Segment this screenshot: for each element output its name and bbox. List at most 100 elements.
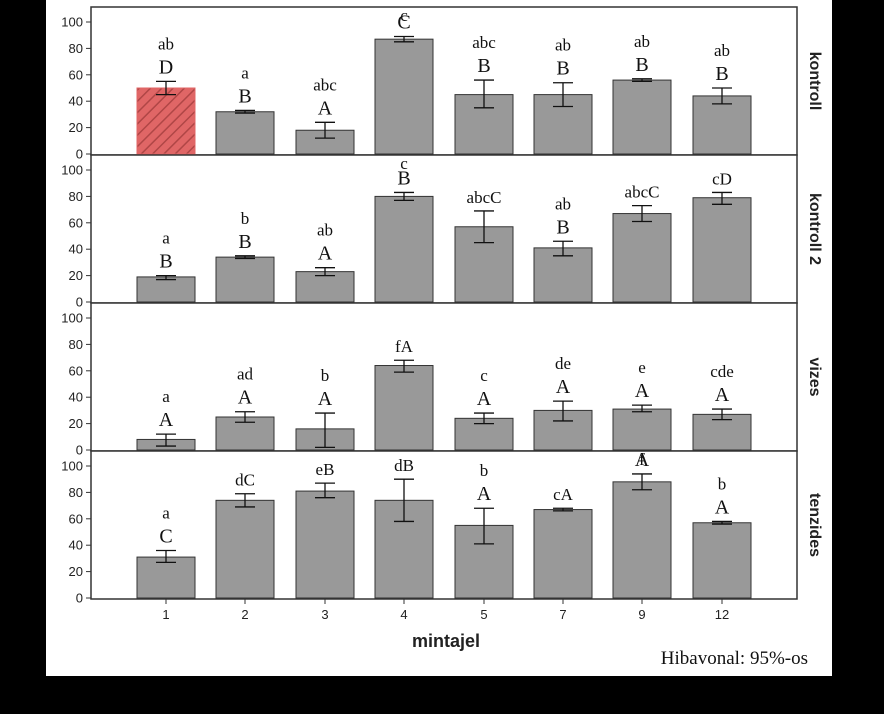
significance-letter-lower: a — [162, 229, 170, 248]
bar — [295, 490, 355, 599]
significance-letter-lower: cde — [710, 362, 734, 381]
significance-letter-lower: f — [639, 450, 645, 469]
significance-letter-lower: cD — [712, 169, 732, 188]
significance-letter-upper: A — [318, 97, 333, 119]
significance-letter-upper: A — [556, 376, 571, 398]
significance-letter-upper: A — [477, 483, 492, 505]
x-tick-label: 12 — [715, 607, 729, 622]
bar — [215, 499, 275, 599]
y-tick-label: 100 — [61, 311, 83, 326]
significance-letter-lower: ab — [317, 221, 333, 240]
significance-letter-lower: a — [162, 387, 170, 406]
bar — [692, 522, 752, 599]
significance-letter-upper: B — [238, 231, 251, 253]
significance-letter-lower: dB — [394, 456, 414, 475]
bar — [215, 256, 275, 303]
bar — [533, 509, 593, 599]
y-tick-label: 40 — [69, 538, 83, 553]
y-tick-label: 100 — [61, 15, 83, 30]
x-tick-label: 9 — [638, 607, 645, 622]
significance-letter-upper: B — [635, 54, 648, 76]
significance-letter-lower: e — [638, 358, 646, 377]
x-tick-label: 7 — [559, 607, 566, 622]
significance-letter-lower: abcC — [625, 183, 660, 202]
bar — [215, 111, 275, 155]
significance-letter-upper: A — [159, 409, 174, 431]
significance-letter-lower: b — [241, 209, 250, 228]
significance-letter-lower: b — [718, 474, 727, 493]
significance-letter-lower: dC — [235, 471, 255, 490]
y-tick-label: 80 — [69, 41, 83, 56]
significance-letter-upper: A — [318, 388, 333, 410]
panel-frame — [90, 154, 798, 304]
y-tick-label: 60 — [69, 363, 83, 378]
significance-letter-upper: A — [715, 496, 730, 518]
y-tick-label: 60 — [69, 215, 83, 230]
bar — [136, 276, 196, 303]
y-tick-label: 60 — [69, 511, 83, 526]
significance-letter-lower: abc — [313, 75, 337, 94]
bar — [374, 38, 434, 155]
panel-label: kontroll — [806, 52, 823, 111]
significance-letter-upper: D — [159, 56, 173, 78]
bar — [295, 271, 355, 303]
significance-letter-lower: ab — [714, 41, 730, 60]
significance-letter-lower: abcC — [467, 188, 502, 207]
bar — [374, 195, 434, 303]
bar — [692, 413, 752, 451]
significance-letter-upper: A — [318, 243, 333, 265]
significance-letter-lower: ab — [158, 34, 174, 53]
significance-letter-lower: ab — [555, 36, 571, 55]
y-tick-label: 80 — [69, 485, 83, 500]
significance-letter-lower: b — [321, 366, 330, 385]
bar — [612, 79, 672, 155]
significance-letter-lower: ab — [634, 32, 650, 51]
significance-letter-lower: abc — [472, 33, 496, 52]
bar — [374, 365, 434, 451]
panels-group: 020406080100DabBaAabcCcBabcBabBabBabkont… — [61, 6, 823, 606]
significance-letter-lower: a — [241, 63, 249, 82]
significance-letter-lower: ad — [237, 365, 254, 384]
x-tick-label: 2 — [241, 607, 248, 622]
significance-letter-upper: B — [556, 58, 569, 80]
significance-letter-upper: B — [477, 55, 490, 77]
x-axis-title: mintajel — [412, 631, 480, 651]
significance-letter-lower: c — [400, 154, 408, 173]
significance-letter-upper: A — [635, 449, 650, 471]
x-tick-label: 1 — [162, 607, 169, 622]
significance-letter-upper: B — [556, 216, 569, 238]
y-tick-label: 40 — [69, 242, 83, 257]
y-tick-label: 0 — [76, 147, 83, 162]
bar — [136, 556, 196, 599]
panel-label: vizes — [806, 357, 823, 396]
x-tick-label: 3 — [321, 607, 328, 622]
x-axis: 1 2 3 4 5 7 9 12 — [162, 599, 729, 622]
x-tick-label: 4 — [400, 607, 407, 622]
panel-frame — [90, 450, 798, 600]
significance-letter-upper: A — [635, 380, 650, 402]
significance-letter-upper: C — [159, 525, 172, 547]
y-tick-label: 0 — [76, 443, 83, 458]
significance-letter-lower: b — [480, 461, 489, 480]
panel-frame — [90, 6, 798, 156]
panel-frame — [90, 302, 798, 452]
bar — [692, 197, 752, 303]
y-tick-label: 100 — [61, 163, 83, 178]
significance-letter-upper: C — [397, 12, 410, 34]
y-tick-label: 100 — [61, 459, 83, 474]
significance-letter-upper: A — [477, 388, 492, 410]
significance-letter-lower: ab — [555, 194, 571, 213]
significance-letter-upper: A — [238, 387, 253, 409]
bar — [612, 408, 672, 451]
y-tick-label: 80 — [69, 189, 83, 204]
bar — [374, 499, 434, 599]
bar — [533, 94, 593, 155]
significance-letter-upper: B — [159, 251, 172, 273]
y-tick-label: 40 — [69, 390, 83, 405]
y-tick-label: 0 — [76, 591, 83, 606]
